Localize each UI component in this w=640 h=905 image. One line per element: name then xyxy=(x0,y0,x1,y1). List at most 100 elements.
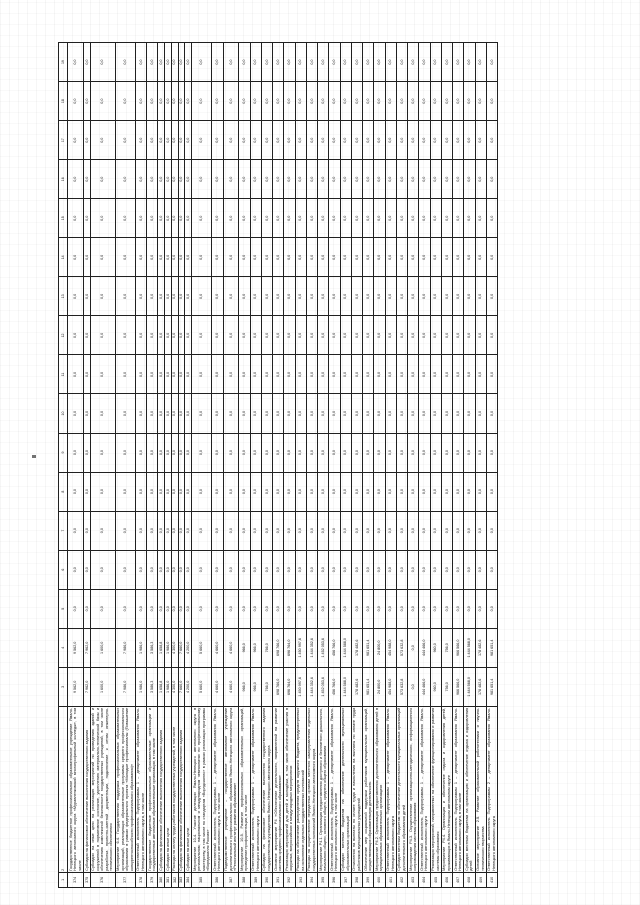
amount-cell: 0,0 xyxy=(157,433,165,473)
amount-cell: 0,0 xyxy=(475,394,487,434)
amount-cell: 0,0 xyxy=(430,433,442,473)
amount-cell: 0,0 xyxy=(238,276,251,316)
amount-cell: 0,0 xyxy=(407,433,419,473)
amount-cell: 0,0 xyxy=(184,315,192,355)
amount-cell: 0,0 xyxy=(250,550,262,590)
row-number-cell: 388 xyxy=(238,872,251,888)
row-number-cell: 402 xyxy=(396,872,408,888)
amount-cell: 0,0 xyxy=(67,550,84,590)
amount-cell: 0,0 xyxy=(164,159,172,199)
row-number-cell: 400 xyxy=(373,872,386,888)
amount-cell: 0,0 xyxy=(317,354,329,394)
row-name-cell: Основное мероприятие Р4 «Обеспечение дея… xyxy=(272,706,284,873)
amount-cell: 0,0 xyxy=(317,433,329,473)
amount-cell: 0,0 xyxy=(191,550,212,590)
amount-cell: 0,0 xyxy=(146,159,158,199)
amount-cell: 0,0 xyxy=(441,198,453,238)
amount-cell: 178 482,6 xyxy=(475,628,487,668)
row-number-cell: 393 xyxy=(295,872,307,888)
amount-cell: 0,0 xyxy=(178,472,185,512)
amount-cell: 1 600,0 xyxy=(90,628,116,668)
amount-cell: 0,0 xyxy=(171,589,178,629)
amount-cell: 4 660,0 xyxy=(211,667,223,707)
amount-cell: 0,0 xyxy=(486,81,498,121)
amount-cell: 0,0 xyxy=(475,550,487,590)
amount-cell: 0,0 xyxy=(418,276,431,316)
amount-cell: 0,0 xyxy=(486,276,498,316)
amount-cell: 0,0 xyxy=(362,589,374,629)
amount-cell: 698 766,0 xyxy=(272,628,284,668)
amount-cell: 0,0 xyxy=(441,394,453,434)
amount-cell: 0,0 xyxy=(385,511,397,551)
amount-cell: 0,0 xyxy=(328,315,341,355)
amount-cell: 0,0 xyxy=(396,354,408,394)
amount-cell: 0,0 xyxy=(373,511,386,551)
amount-cell: 0,0 xyxy=(178,394,185,434)
amount-cell: 0,0 xyxy=(295,198,307,238)
amount-cell: 0,0 xyxy=(463,354,476,394)
amount-cell: 981 651,4 xyxy=(486,667,498,707)
amount-cell: 0,0 xyxy=(171,120,178,160)
amount-cell: 0,0 xyxy=(67,589,84,629)
amount-cell: 0,0 xyxy=(351,394,363,434)
amount-cell: 0,0 xyxy=(90,276,116,316)
column-index-13: 13 xyxy=(58,276,68,316)
row-name-cell: Государственные бюджетные профессиональн… xyxy=(146,706,158,873)
amount-cell: 0,0 xyxy=(67,198,84,238)
row-name-cell: Отчисления на выплаты по оплате труда и … xyxy=(351,706,363,873)
amount-cell: 0,0 xyxy=(283,120,296,160)
amount-cell: 573 632,8 xyxy=(396,667,408,707)
table-row: 374 Государственное бюджетное профессиона… xyxy=(67,42,84,888)
row-name-cell: Ответственный исполнитель Подпрограммы 1… xyxy=(385,706,397,873)
amount-cell: 0,0 xyxy=(441,472,453,512)
amount-cell: 0,0 xyxy=(90,120,116,160)
amount-cell: 0,0 xyxy=(90,550,116,590)
amount-cell: 0,0 xyxy=(146,511,158,551)
row-number-cell: 397 xyxy=(340,872,352,888)
row-number-cell: 392 xyxy=(283,872,296,888)
row-name-cell: Ответственный исполнитель Подпрограммы 1… xyxy=(250,706,262,873)
amount-cell: 0,0 xyxy=(362,198,374,238)
amount-cell: 0,0 xyxy=(157,354,165,394)
amount-cell: 0,0 xyxy=(261,472,273,512)
amount-cell: 0,0 xyxy=(463,315,476,355)
amount-cell: 966,0 xyxy=(250,628,262,668)
column-index-12: 12 xyxy=(58,315,68,355)
amount-cell: 0,0 xyxy=(90,198,116,238)
amount-cell: 0,0 xyxy=(115,354,136,394)
amount-cell: 0,0 xyxy=(430,198,442,238)
amount-cell: 960,0 xyxy=(430,667,442,707)
amount-cell: 0,0 xyxy=(340,276,352,316)
row-number-cell: 380 xyxy=(157,872,165,888)
amount-cell: 0,0 xyxy=(463,433,476,473)
row-number-cell: 384 xyxy=(184,872,192,888)
amount-cell: 0,0 xyxy=(157,315,165,355)
amount-cell: 0,0 xyxy=(83,42,91,82)
amount-cell: 0,0 xyxy=(67,120,84,160)
row-number-cell: 404 xyxy=(418,872,431,888)
amount-cell: 0,0 xyxy=(418,354,431,394)
amount-cell: 0,0 xyxy=(306,315,318,355)
amount-cell: 0,0 xyxy=(340,120,352,160)
amount-cell: 0,0 xyxy=(283,354,296,394)
amount-cell: 0,0 xyxy=(306,198,318,238)
amount-cell: 0,0 xyxy=(351,550,363,590)
amount-cell: 0,0 xyxy=(157,589,165,629)
amount-cell: 0,0 xyxy=(328,237,341,277)
amount-cell: 756,0 xyxy=(441,667,453,707)
amount-cell: 0,0 xyxy=(171,42,178,82)
amount-cell: 7 986,0 xyxy=(115,628,136,668)
amount-cell: 0,0 xyxy=(317,550,329,590)
amount-cell: 0,0 xyxy=(211,120,223,160)
amount-cell: 1 658,8 xyxy=(157,628,165,668)
row-name-cell: Субсидии на иные цели на реализацию меро… xyxy=(90,706,116,873)
amount-cell: 0,0 xyxy=(362,394,374,434)
amount-cell: 0,0 xyxy=(317,472,329,512)
amount-cell: 0,0 xyxy=(261,394,273,434)
amount-cell: 0,0 xyxy=(396,42,408,82)
amount-cell: 0,0 xyxy=(283,81,296,121)
amount-cell: 0,0 xyxy=(396,394,408,434)
amount-cell: 0,0 xyxy=(250,472,262,512)
amount-cell: 0,0 xyxy=(211,394,223,434)
row-name-cell: Расходы на обеспечение распределения сре… xyxy=(295,706,307,873)
